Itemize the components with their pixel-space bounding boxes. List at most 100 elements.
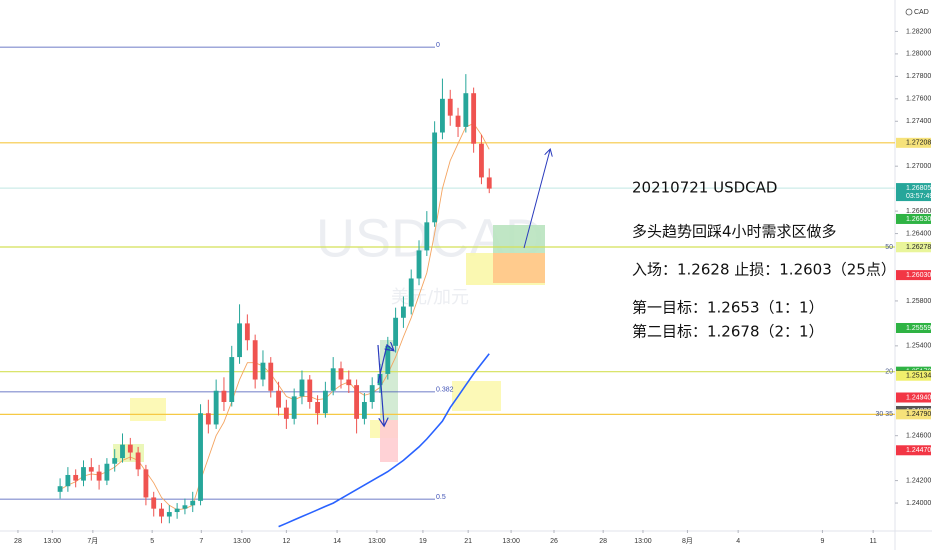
x-tick-label: 9	[820, 538, 824, 545]
price-tag-label: 1.26030	[906, 272, 931, 279]
note: 入场：1.2628 止损：1.2603（25点）	[632, 261, 896, 279]
candles	[57, 74, 492, 524]
y-tick-label: 1.25800	[906, 298, 931, 305]
candle-body	[385, 345, 391, 374]
note: 第二目标：1.2678（2：1）	[632, 323, 824, 341]
price-tag	[896, 242, 931, 253]
price-tag-label: 1.27208	[906, 140, 931, 147]
candle-body	[432, 132, 438, 223]
x-tick-label: 4	[736, 538, 740, 545]
price-tag	[896, 270, 931, 281]
x-tick-label: 14	[333, 538, 341, 545]
zone	[452, 381, 501, 411]
x-tick-label: 11	[870, 538, 877, 545]
candle-body	[276, 390, 281, 408]
candle-body	[486, 177, 492, 189]
y-tick-label: 1.27600	[906, 96, 931, 103]
x-tick-label: 5	[150, 538, 154, 545]
moving-average	[59, 122, 490, 511]
candle-body	[151, 497, 157, 509]
watermark-sub: 美元/加元	[391, 287, 469, 308]
candle-body	[96, 471, 102, 481]
level-label: 30 35	[875, 411, 893, 418]
price-tag-label: 1.26530	[906, 216, 931, 223]
price-tag-label: 1.24940	[906, 394, 931, 401]
candle-body	[400, 306, 406, 318]
price-tag-label: 1.25134	[906, 373, 931, 380]
candle-body	[361, 401, 367, 419]
price-tag-label: 1.25559	[906, 325, 931, 332]
x-tick-label: 13:00	[368, 538, 386, 545]
candle-body	[322, 390, 328, 414]
candle-body	[190, 500, 196, 506]
candle-body	[81, 467, 86, 481]
candle-body	[440, 98, 445, 133]
candle-body	[330, 368, 336, 391]
x-tick-label: 13:00	[634, 538, 652, 545]
levels	[0, 46, 895, 500]
price-tag-label: 1.26805	[906, 185, 931, 192]
y-tick-label: 1.24600	[906, 433, 931, 440]
x-tick-label: 12	[282, 538, 290, 545]
badge-icon	[905, 8, 913, 16]
x-tick-label: 19	[419, 538, 427, 545]
candle-body	[237, 323, 242, 358]
level-label: 50	[885, 244, 893, 251]
note: 多头趋势回踩4小时需求区做多	[632, 223, 837, 241]
symbol-badge: CAD	[905, 8, 929, 16]
candle-body	[159, 508, 164, 517]
candle-body	[143, 469, 149, 498]
price-tag	[896, 370, 931, 381]
price-tag-label: 1.24470	[906, 447, 931, 454]
candle-body	[73, 474, 79, 481]
note: 第一目标：1.2653（1：1）	[632, 299, 824, 317]
candle-body	[252, 340, 258, 380]
candle-body	[291, 396, 297, 419]
x-tick-label: 7	[199, 538, 203, 545]
x-tick-label: 21	[464, 538, 472, 545]
x-tick-label: 26	[550, 538, 558, 545]
candle-body	[57, 486, 63, 492]
moving-average	[278, 353, 490, 528]
x-tick-label: 28	[14, 538, 22, 545]
candle-body	[104, 463, 110, 481]
price-axis: 1.28200 1.28000 1.27800 1.27600 1.27400 1.270…	[895, 28, 931, 507]
x-tick-label: 13:00	[502, 538, 520, 545]
price-tag	[896, 392, 931, 403]
candle-body	[65, 474, 71, 487]
candle-body	[315, 401, 320, 414]
candle-body	[198, 413, 203, 501]
candle-body	[307, 379, 313, 402]
candle-body	[244, 323, 250, 341]
price-tag	[896, 213, 931, 224]
candle-body	[166, 512, 172, 517]
price-tag	[896, 322, 931, 333]
position-stop	[493, 253, 545, 283]
moving-averages	[59, 122, 490, 528]
time-axis: 28 13:00 7月 5 7 13:00 12 14 13:00 19 21 13:00 26 28 13…	[14, 530, 877, 545]
y-tick-label: 1.27400	[906, 118, 931, 125]
price-tag	[896, 409, 931, 420]
x-tick-label: 13:00	[233, 538, 251, 545]
x-tick-label: 13:00	[44, 538, 62, 545]
candle-body	[221, 390, 227, 402]
level-label: 20	[885, 369, 893, 376]
candle-body	[455, 115, 461, 127]
y-tick-label: 1.25400	[906, 343, 931, 350]
candle-body	[127, 444, 133, 453]
position-target	[493, 225, 545, 253]
candle-body	[182, 505, 188, 509]
position-stop	[380, 420, 398, 462]
y-tick-label: 1.26400	[906, 230, 931, 237]
x-tick-label: 28	[599, 538, 607, 545]
candle-body	[283, 407, 289, 419]
candle-body	[416, 250, 422, 279]
price-tag-label: 1.26278	[906, 244, 931, 251]
candle-body	[479, 143, 484, 178]
arrow	[377, 345, 393, 384]
level-label: 0.382	[436, 387, 454, 394]
y-tick-label: 1.28200	[906, 28, 931, 35]
candle-body	[338, 368, 344, 380]
candle-body	[229, 357, 235, 402]
